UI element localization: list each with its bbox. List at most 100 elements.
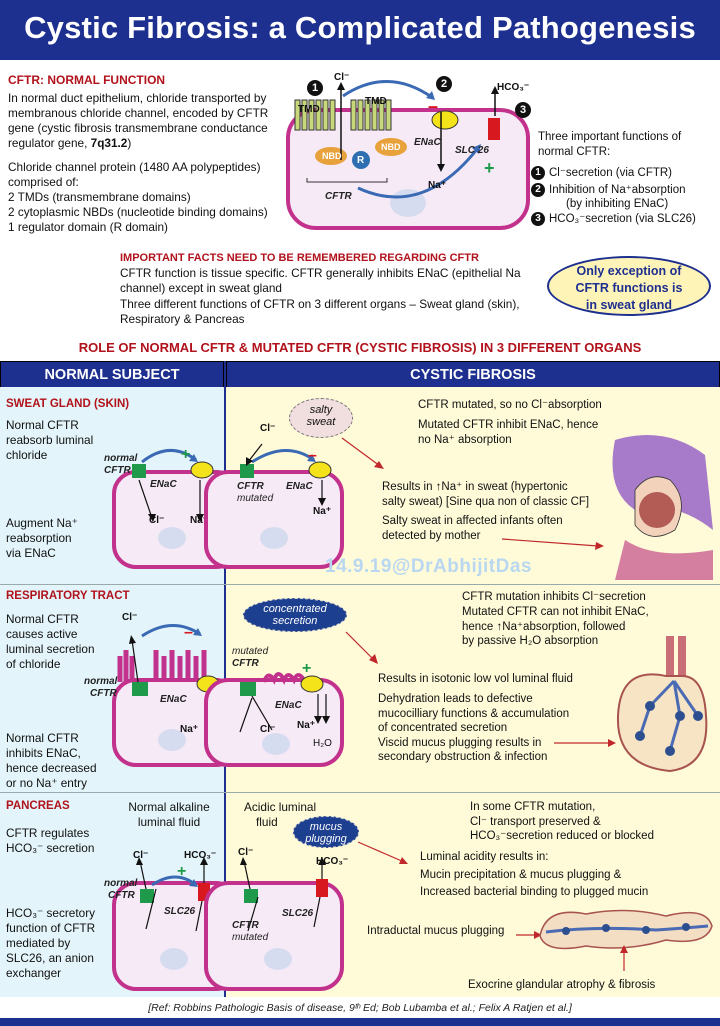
- resp-cf-text-1: CFTR mutation inhibits Cl⁻secretion: [462, 591, 646, 603]
- resp-cf-text-2: Mutated CFTR can not inhibit ENaC, hence …: [462, 606, 649, 647]
- resp-cf-text-4: Dehydration leads to defective mucocillia…: [378, 693, 570, 763]
- cftr-top-diagram: [286, 80, 530, 230]
- exception-line-1: Only exception of: [576, 264, 682, 278]
- footer-bar: [0, 1018, 720, 1026]
- mucus-plugging-cloud: mucus plugging: [293, 816, 359, 848]
- resp-normal-1: Normal CFTR causes active luminal secretio…: [6, 612, 95, 671]
- sweat-arrow-1: [341, 437, 384, 469]
- enac-label: ENaC: [414, 137, 441, 148]
- salty-sweat-cloud: salty sweat: [289, 398, 353, 438]
- func-1-badge: 1: [531, 166, 545, 180]
- sweat-normal-na-label: Na⁺: [190, 515, 209, 526]
- resp-normal-cftr-label: CFTR: [90, 688, 117, 699]
- num-2-badge: 2: [436, 76, 452, 92]
- resp-normal-label: normal: [84, 676, 118, 687]
- num-3-badge: 3: [515, 102, 531, 118]
- cystic-fibrosis-header: CYSTIC FIBROSIS: [226, 361, 720, 389]
- func-3-text: HCO₃⁻secretion (via SLC26): [549, 213, 696, 225]
- resp-cf-cl-label: Cl⁻: [260, 724, 276, 735]
- normal-function-para2: Chloride channel protein (1480 AA polype…: [8, 160, 261, 189]
- func-2-text: Inhibition of Na⁺absorption: [549, 184, 686, 196]
- na-top-label: Na⁺: [428, 180, 447, 191]
- sweat-cf-text-4: Salty sweat in affected infants often det…: [382, 515, 563, 542]
- sweat-cf-cl-label: Cl⁻: [260, 423, 276, 434]
- sweat-normal-cl-label: Cl⁻: [149, 515, 165, 526]
- resp-normal-2: Normal CFTR inhibits ENaC, hence decreased…: [6, 731, 97, 790]
- resp-normal-na-label: Na⁺: [180, 724, 199, 735]
- mother-infant-illustration: [612, 435, 713, 580]
- concentrated-secretion-cloud: concentrated secretion: [243, 598, 347, 632]
- enac-top-shape: [431, 110, 459, 130]
- pancreas-cf-text-1: In some CFTR mutation, Cl⁻ transport pres…: [470, 801, 654, 842]
- divider-resp: [0, 584, 720, 585]
- func-2-badge: 2: [531, 183, 545, 197]
- lung-illustration: [616, 636, 708, 773]
- pancreas-normal-hco3-label: HCO₃⁻: [184, 850, 217, 861]
- nbd2-label: NBD: [381, 142, 401, 152]
- normal-subject-header: NORMAL SUBJECT: [0, 361, 224, 389]
- tmd-left-label: TMD: [298, 104, 320, 115]
- curve-bottom: [357, 147, 480, 199]
- pancreas-cf-cell: [204, 857, 344, 991]
- watermark: 14.9.19@DrAbhijitDas: [325, 556, 532, 577]
- sweat-normal-label: normal: [104, 453, 138, 464]
- resp-cf-cell: [204, 672, 344, 767]
- sweat-cf-cftr-label: CFTR: [237, 481, 264, 492]
- r-domain-item: 1 regulator domain (R domain): [8, 220, 168, 234]
- sweat-cf-cell: [204, 443, 344, 569]
- pancreas-normal-label: normal: [104, 878, 138, 889]
- tmd-item: 2 TMDs (transmembrane domains): [8, 190, 191, 204]
- facts-heading: IMPORTANT FACTS NEED TO BE REMEMBERED RE…: [120, 252, 479, 264]
- pancreas-normal-top: Normal alkaline luminal fluid: [128, 800, 210, 829]
- pancreas-arrow-2: [516, 931, 542, 939]
- facts-p2: Three different functions of CFTR on 3 d…: [120, 297, 520, 326]
- func-3-badge: 3: [531, 212, 545, 226]
- pancreas-normal-plus: +: [177, 863, 187, 880]
- nbd2-shape: [375, 138, 407, 156]
- pancreas-cf-text-2: Luminal acidity results in: Mucin precipi…: [420, 851, 649, 898]
- num-1-badge: 1: [307, 80, 323, 96]
- resp-cf-mutated-label: mutated: [232, 646, 269, 657]
- pancreas-normal-2: HCO₃⁻ secretory function of CFTR mediated …: [6, 906, 96, 980]
- reference: [Ref: Robbins Pathologic Basis of diseas…: [148, 1002, 572, 1014]
- tmd-right-label: TMD: [365, 96, 387, 107]
- slc26-label: SLC 26: [455, 145, 489, 156]
- top-cell: [286, 108, 530, 230]
- bracket: [306, 178, 388, 183]
- tmd-left-helices: [294, 99, 336, 131]
- facts-p1: CFTR function is tissue specific. CFTR g…: [120, 266, 521, 295]
- normal-function-para1: In normal duct epithelium, chloride tran…: [8, 91, 269, 150]
- sweat-normal-1: Normal CFTR reabsorb luminal chloride: [6, 418, 94, 462]
- tmd-right-helices: [350, 99, 392, 131]
- cl-top-label: Cl⁻: [334, 72, 350, 83]
- pancreas-arrow-1: [357, 841, 408, 864]
- r-domain-shape: [352, 151, 370, 169]
- resp-normal-cl-label: Cl⁻: [122, 612, 138, 623]
- pancreas-illustration: [539, 909, 713, 950]
- resp-normal-enac-label: ENaC: [160, 694, 187, 705]
- resp-normal-minus: –: [184, 624, 193, 641]
- resp-cf-plus: +: [302, 660, 312, 677]
- inhibit-curve: [342, 80, 434, 100]
- pancreas-cf-cl-label: Cl⁻: [238, 847, 254, 858]
- r-label: R: [357, 155, 365, 166]
- normal-function-heading: CFTR: NORMAL FUNCTION: [8, 73, 166, 87]
- sweat-cf-na-label: Na⁺: [313, 506, 332, 517]
- sweat-cftr-label: CFTR: [104, 465, 131, 476]
- pancreas-heading: PANCREAS: [6, 800, 70, 812]
- slc26-top-shape: [488, 118, 500, 140]
- acidic-luminal-text: Acidic luminal fluid: [244, 800, 317, 829]
- sweat-cf-mutated-label: mutated: [237, 493, 274, 504]
- resp-cf-text-3: Results in isotonic low vol luminal flui…: [378, 673, 573, 685]
- exception-line-2: CFTR functions is: [575, 281, 683, 295]
- divider-pancreas: [0, 792, 720, 793]
- pancreas-normal-slc26-label: SLC26: [164, 906, 196, 917]
- sweat-cf-minus: –: [308, 447, 317, 464]
- resp-arrow-1: [345, 631, 378, 664]
- resp-cf-cftr-label: CFTR: [232, 658, 259, 669]
- role-heading: ROLE OF NORMAL CFTR & MUTATED CFTR (CYST…: [78, 340, 642, 355]
- resp-arrow-2: [554, 739, 616, 747]
- nbd1-shape: [315, 147, 347, 165]
- pancreas-normal-1: CFTR regulates HCO₃⁻ secretion: [6, 826, 95, 855]
- pancreas-arrow-3: [620, 945, 628, 971]
